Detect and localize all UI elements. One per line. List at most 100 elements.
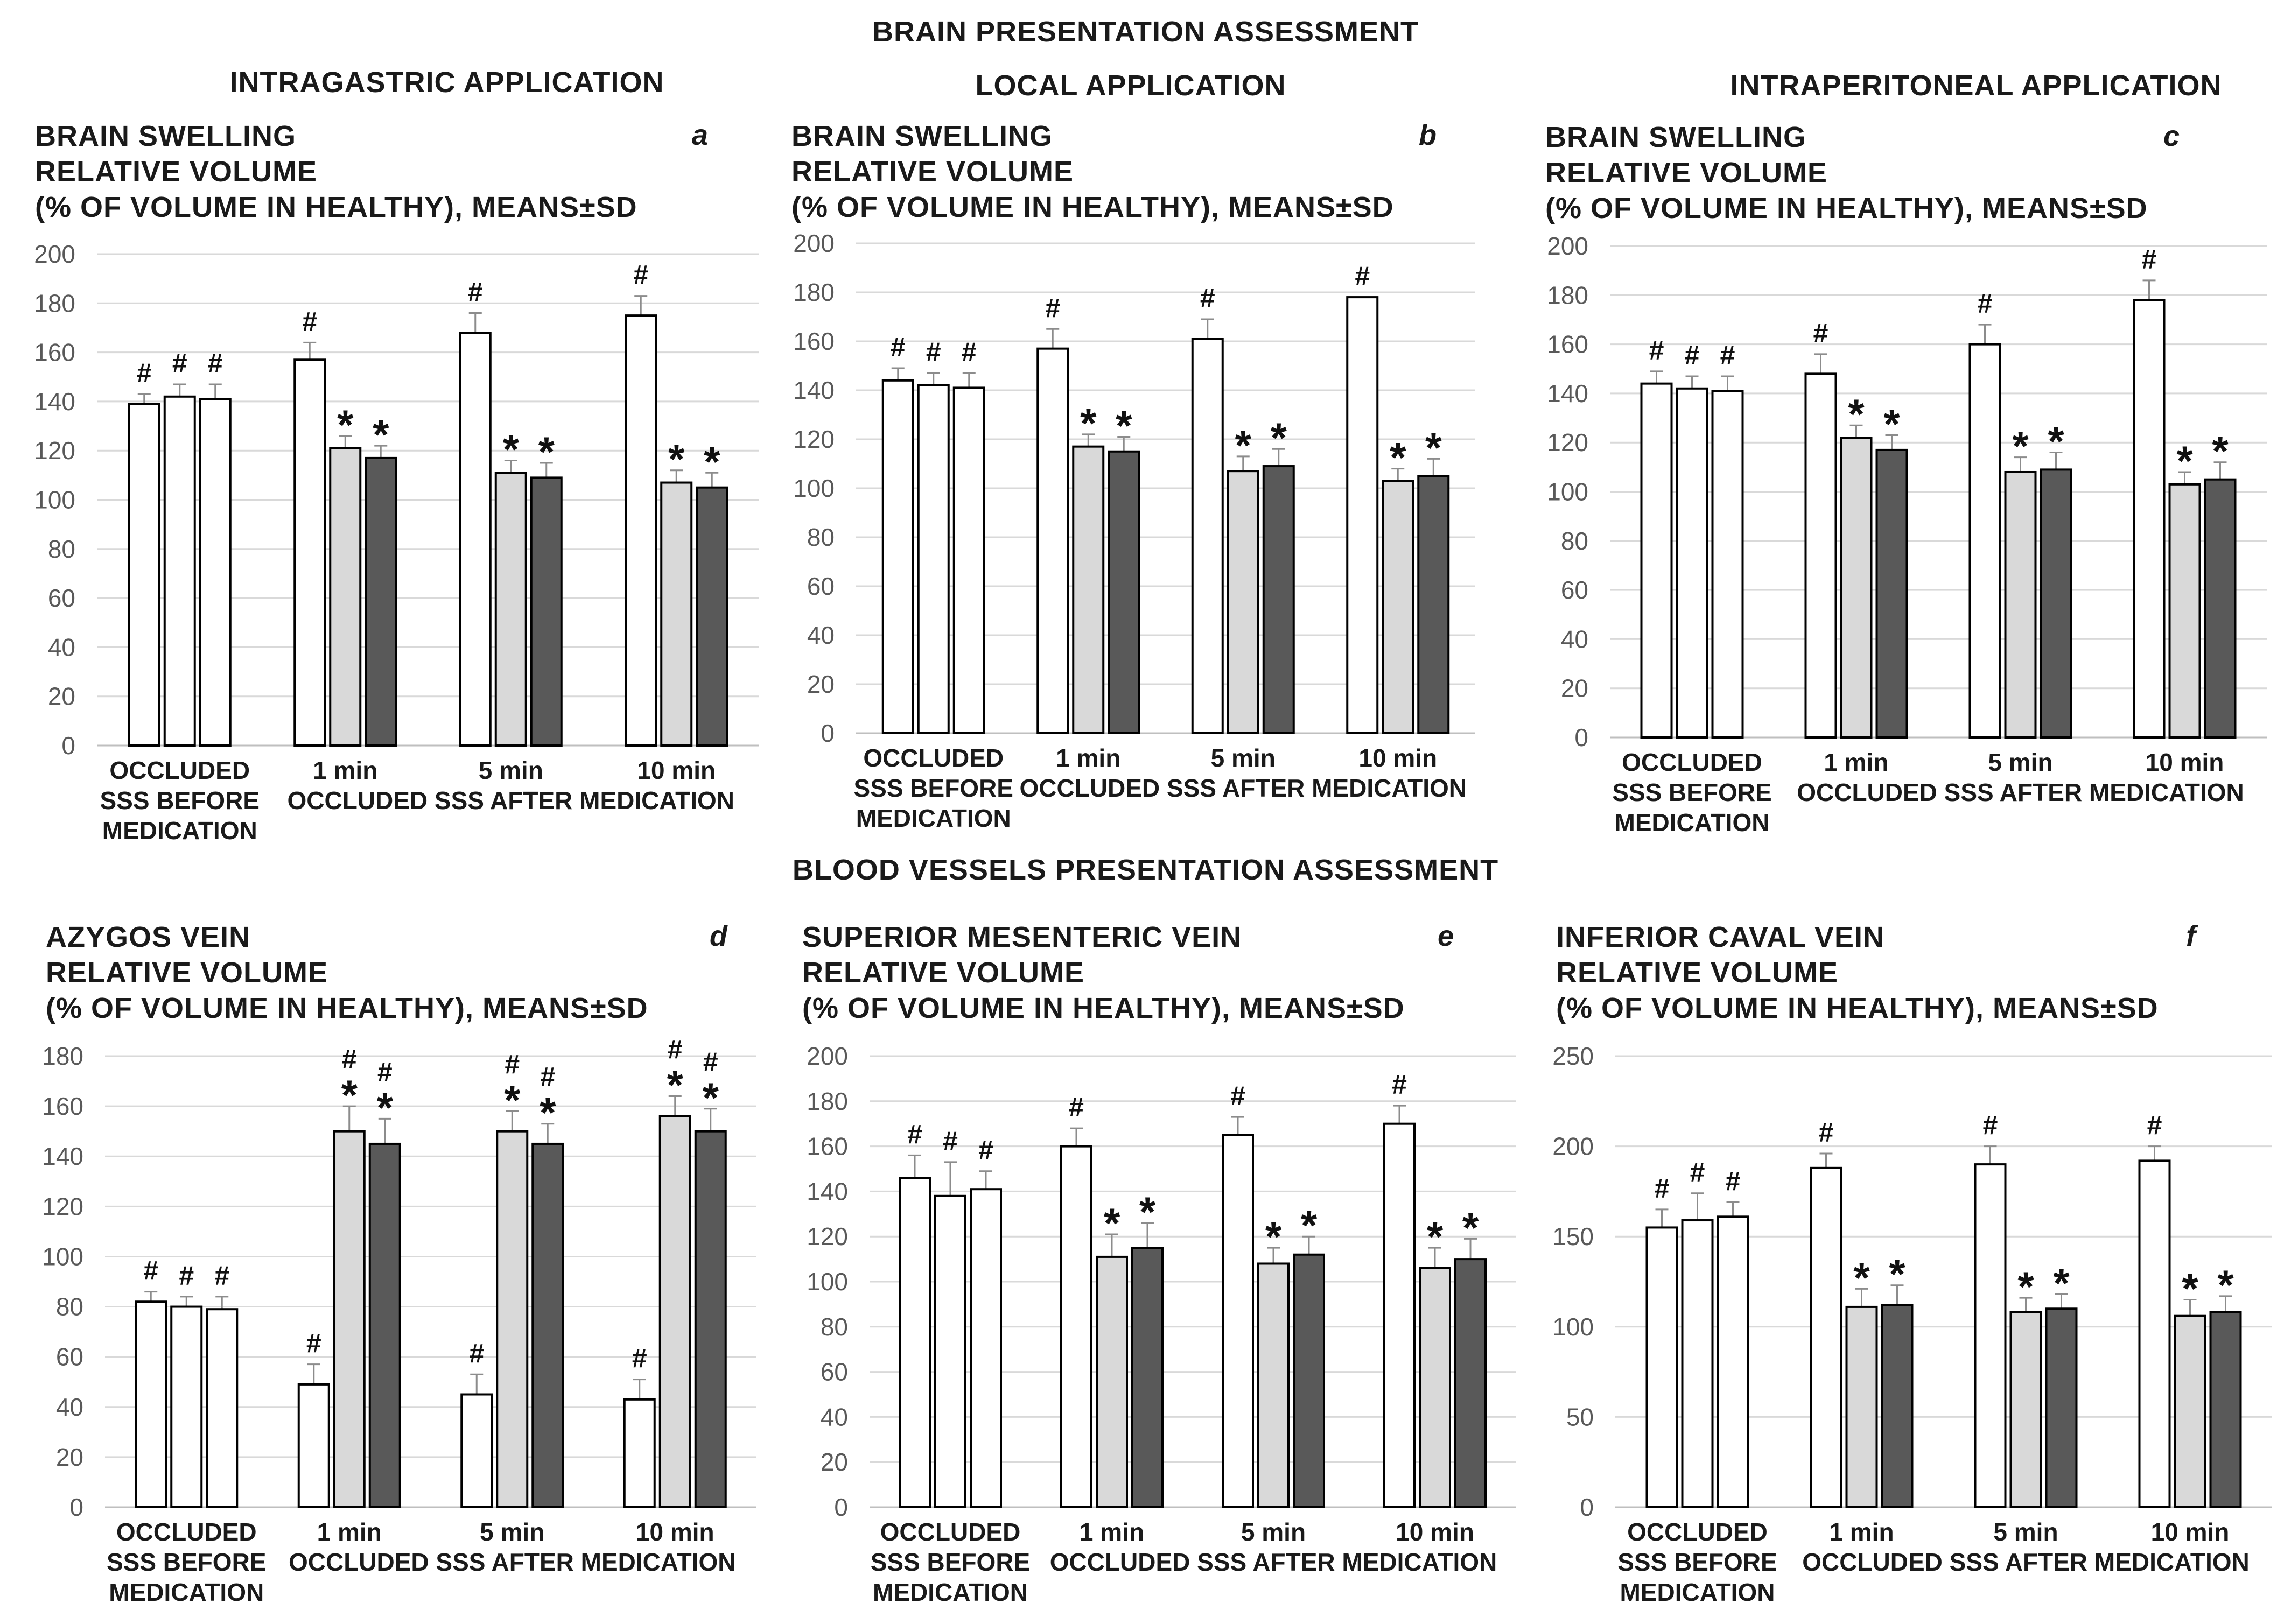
significance-hash: # (208, 348, 223, 378)
significance-hash: # (1983, 1110, 1998, 1141)
bar (1640, 382, 1673, 739)
bar (1346, 296, 1379, 734)
bar (459, 332, 492, 747)
x-group-label: 1 min (313, 756, 377, 784)
y-tick-label: 80 (821, 1313, 848, 1341)
panel-f-letter: f (2186, 920, 2196, 952)
y-tick-label: 80 (807, 523, 835, 551)
y-tick-label: 140 (807, 1177, 848, 1205)
significance-hash: # (1655, 1173, 1670, 1204)
panel-a-title-line1: BRAIN SWELLING (35, 120, 296, 152)
x-group-label: SSS BEFORE (1617, 1548, 1777, 1576)
x-group-label: 5 min (1241, 1518, 1306, 1546)
y-tick-label: 180 (42, 1042, 83, 1070)
bar (1810, 1166, 1842, 1508)
panel-e-title-line2: RELATIVE VOLUME (802, 957, 1085, 989)
y-tick-label: 200 (793, 229, 835, 257)
y-tick-label: 180 (1547, 281, 1588, 309)
panel-d-title-line2: RELATIVE VOLUME (46, 957, 328, 989)
panel-c-letter: c (2163, 120, 2180, 152)
y-tick-label: 100 (42, 1242, 83, 1270)
y-tick-label: 0 (1580, 1493, 1594, 1521)
x-axis-label: OCCLUDED SSS AFTER MEDICATION (1019, 774, 1467, 802)
bar (1845, 1305, 1878, 1508)
chart-a: 0 20 40 60 80 100 120 140 160 180 200 # # # OCCLUDEDSS… (34, 240, 759, 845)
y-tick-label: 100 (34, 486, 75, 514)
significance-hash: # (943, 1126, 958, 1156)
significance-star: * (1425, 424, 1442, 471)
bar (163, 395, 196, 747)
significance-hash: # (1200, 283, 1215, 313)
panel-d-letter: d (710, 920, 727, 952)
panel-b-title: BRAIN SWELLING RELATIVE VOLUME (% OF VOL… (791, 118, 1394, 225)
significance-star: * (538, 428, 555, 475)
significance-hash: # (302, 306, 317, 336)
x-group-label: 5 min (479, 756, 543, 784)
y-tick-label: 20 (1561, 674, 1588, 702)
bar (128, 403, 160, 747)
bar (1383, 1122, 1416, 1508)
panel-e-title: SUPERIOR MESENTERIC VEIN RELATIVE VOLUME… (802, 919, 1405, 1026)
panel-d-title-line1: AZYGOS VEIN (46, 921, 251, 953)
bar (660, 481, 693, 747)
x-group-label: 1 min (1056, 744, 1120, 772)
y-tick-label: 0 (61, 732, 75, 760)
significance-hash: # (2147, 1110, 2162, 1141)
panel-c-title-line1: BRAIN SWELLING (1545, 121, 1806, 153)
bar (1060, 1145, 1092, 1509)
bar (1875, 448, 1908, 739)
bar (531, 1142, 564, 1508)
bar (1131, 1247, 1164, 1508)
bar (934, 1194, 966, 1508)
x-group-label: 10 min (636, 1518, 714, 1546)
y-tick-label: 160 (807, 1133, 848, 1161)
bar (623, 1398, 656, 1508)
significance-star: * (1104, 1199, 1120, 1247)
y-tick-label: 60 (56, 1343, 83, 1371)
significance-star: * (2182, 1265, 2198, 1312)
y-tick-label: 140 (34, 388, 75, 416)
x-group-label: OCCLUDED (116, 1518, 257, 1546)
y-tick-label: 200 (1552, 1133, 1594, 1161)
significance-star: * (1271, 414, 1287, 461)
significance-hash: # (1690, 1157, 1705, 1187)
bar (1881, 1304, 1914, 1508)
bar (1419, 1267, 1451, 1509)
y-tick-label: 100 (807, 1268, 848, 1296)
significance-hash: # (632, 1344, 647, 1374)
x-group-label: OCCLUDED (1622, 748, 1762, 776)
bar (1191, 338, 1224, 734)
bar (2204, 478, 2237, 739)
bar (625, 314, 657, 747)
significance-hash: # (1813, 318, 1828, 348)
x-group-label: 10 min (1396, 1518, 1474, 1546)
y-tick-label: 120 (793, 425, 835, 453)
x-group-label: 1 min (1824, 748, 1888, 776)
significance-hash: # (907, 1119, 922, 1149)
significance-star: * (703, 1074, 719, 1121)
x-group-label: OCCLUDED (109, 756, 250, 784)
bar (170, 1305, 203, 1509)
x-group-label: MEDICATION (856, 804, 1011, 832)
significance-star: * (377, 1084, 394, 1131)
significance-hash: # (468, 277, 483, 307)
x-axis-label: OCCLUDED SSS AFTER MEDICATION (289, 1548, 736, 1576)
significance-star: * (373, 411, 389, 458)
y-tick-label: 160 (42, 1092, 83, 1120)
significance-hash: # (2142, 244, 2157, 275)
significance-star: * (1427, 1213, 1444, 1260)
y-tick-label: 20 (56, 1443, 83, 1471)
significance-hash: # (143, 1256, 158, 1286)
x-axis-label: OCCLUDED SSS AFTER MEDICATION (287, 786, 734, 814)
panel-a-letter: a (692, 119, 709, 151)
significance-hash: # (1355, 261, 1370, 291)
app-title-intraperitoneal: INTRAPERITONEAL APPLICATION (1730, 69, 2222, 102)
significance-hash: # (179, 1261, 194, 1291)
bar (1840, 437, 1873, 739)
y-tick-label: 0 (821, 719, 835, 747)
significance-hash: # (891, 332, 906, 362)
bar (1804, 372, 1837, 739)
significance-hash: # (1069, 1092, 1084, 1122)
significance-hash: # (306, 1328, 321, 1359)
bar (1036, 347, 1069, 734)
